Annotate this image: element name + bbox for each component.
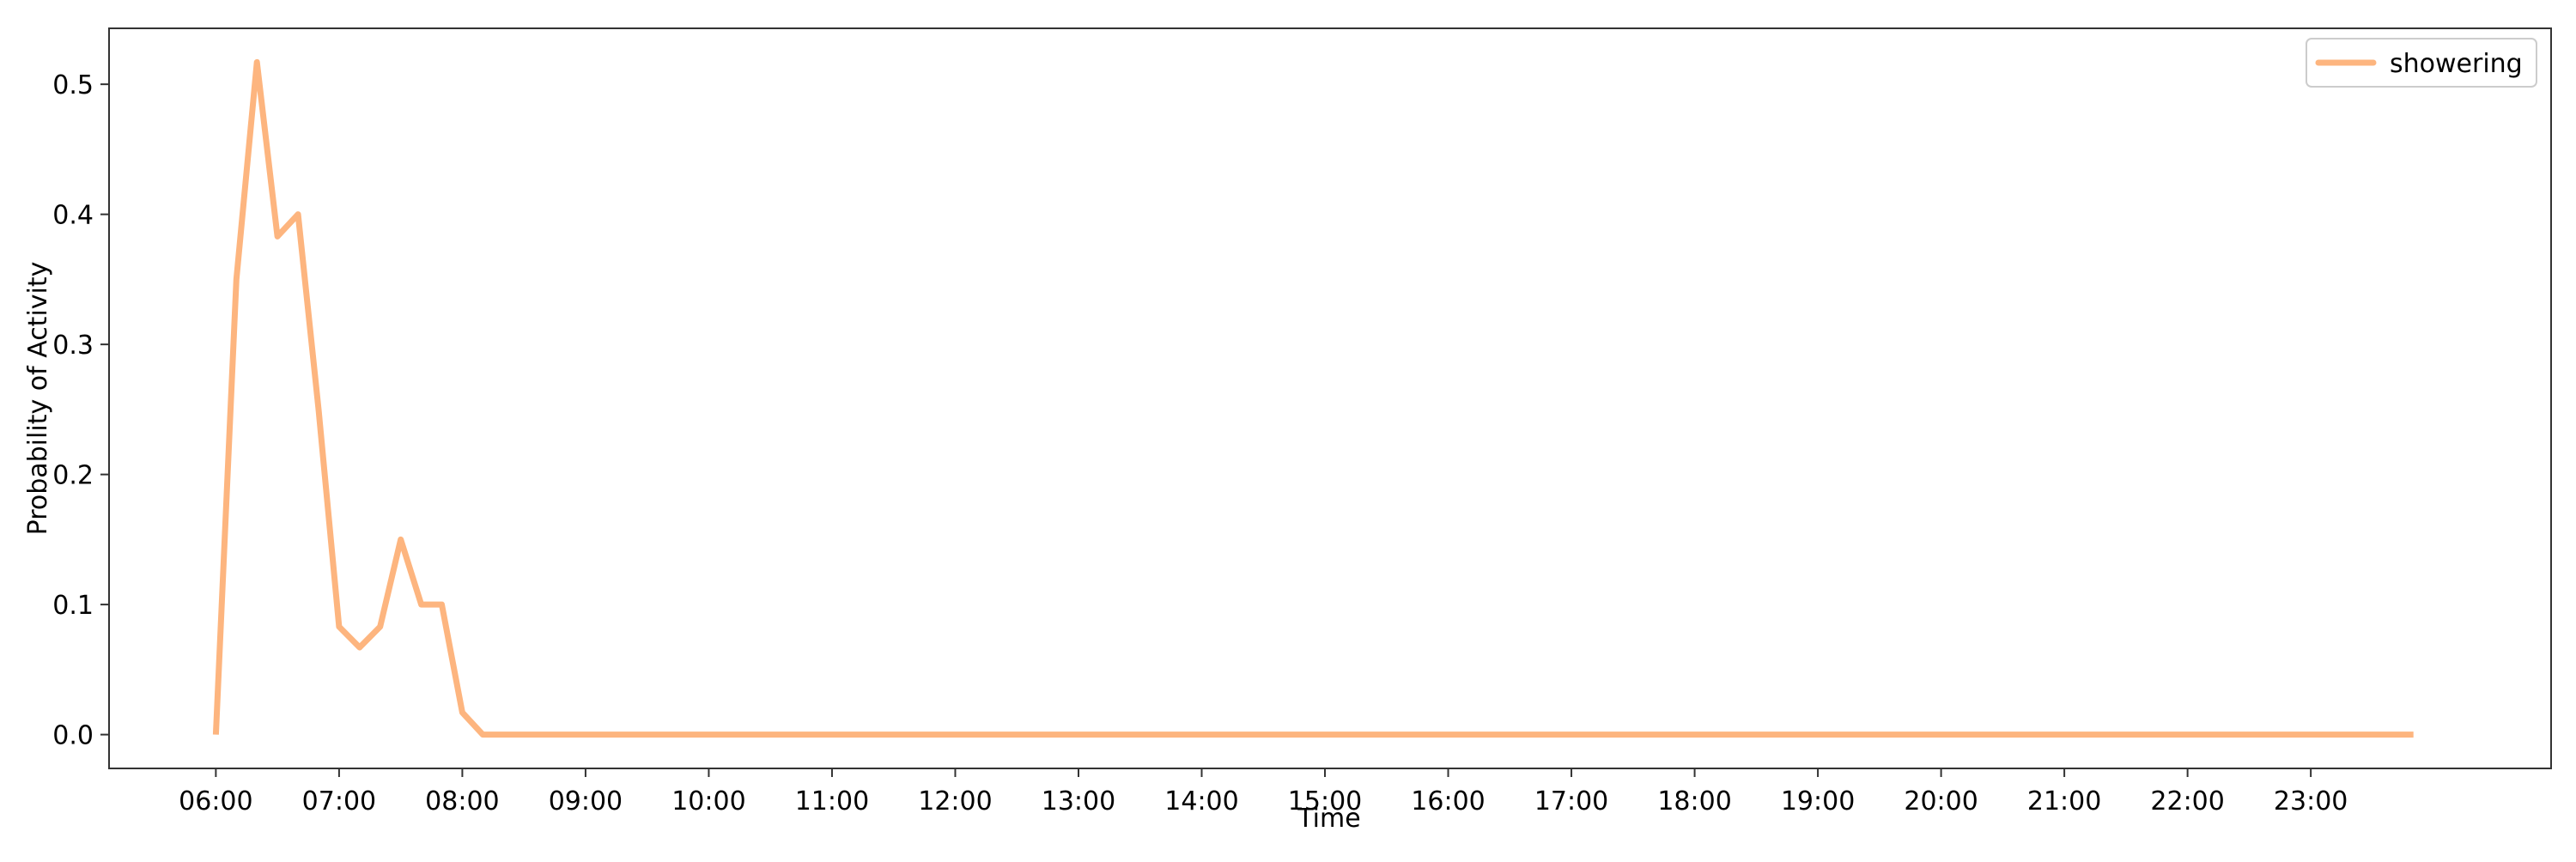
x-tick-label: 07:00 xyxy=(302,786,376,816)
x-tick-label: 15:00 xyxy=(1288,786,1362,816)
legend-box xyxy=(2306,38,2537,88)
y-tick-label: 0.4 xyxy=(52,201,94,231)
y-axis: 0.0 0.1 0.2 0.3 0.4 0.5 xyxy=(52,70,109,751)
plot-area-frame xyxy=(108,27,2552,769)
legend: showering xyxy=(2306,38,2537,88)
legend-label: showering xyxy=(2390,49,2523,79)
y-tick-label: 0.1 xyxy=(52,591,94,621)
x-tick-label: 21:00 xyxy=(2027,786,2101,816)
y-tick-label: 0.5 xyxy=(52,70,94,100)
x-tick-label: 16:00 xyxy=(1411,786,1485,816)
x-tick-label: 19:00 xyxy=(1781,786,1855,816)
x-tick-label: 10:00 xyxy=(671,786,745,816)
x-tick-label: 14:00 xyxy=(1164,786,1238,816)
x-axis-label: Time xyxy=(1297,804,1360,834)
x-tick-label: 11:00 xyxy=(795,786,869,816)
series-layer xyxy=(212,58,2414,738)
x-tick-label: 23:00 xyxy=(2274,786,2348,816)
x-tick-label: 20:00 xyxy=(1904,786,1978,816)
y-axis-label: Probability of Activity xyxy=(23,262,53,536)
x-tick-label: 12:00 xyxy=(918,786,992,816)
x-tick-label: 22:00 xyxy=(2150,786,2224,816)
y-tick-label: 0.3 xyxy=(52,331,94,361)
x-tick-label: 18:00 xyxy=(1657,786,1731,816)
x-axis: 06:00 07:00 08:00 09:00 10:00 11:00 12:00 13:00… xyxy=(179,768,2348,816)
x-tick-label: 17:00 xyxy=(1534,786,1608,816)
series-line-showering xyxy=(212,58,2414,738)
x-tick-label: 06:00 xyxy=(179,786,252,816)
x-tick-label: 13:00 xyxy=(1042,786,1115,816)
y-tick-label: 0.2 xyxy=(52,461,94,491)
x-tick-label: 08:00 xyxy=(425,786,499,816)
y-tick-label: 0.0 xyxy=(52,721,94,751)
x-tick-label: 09:00 xyxy=(549,786,623,816)
